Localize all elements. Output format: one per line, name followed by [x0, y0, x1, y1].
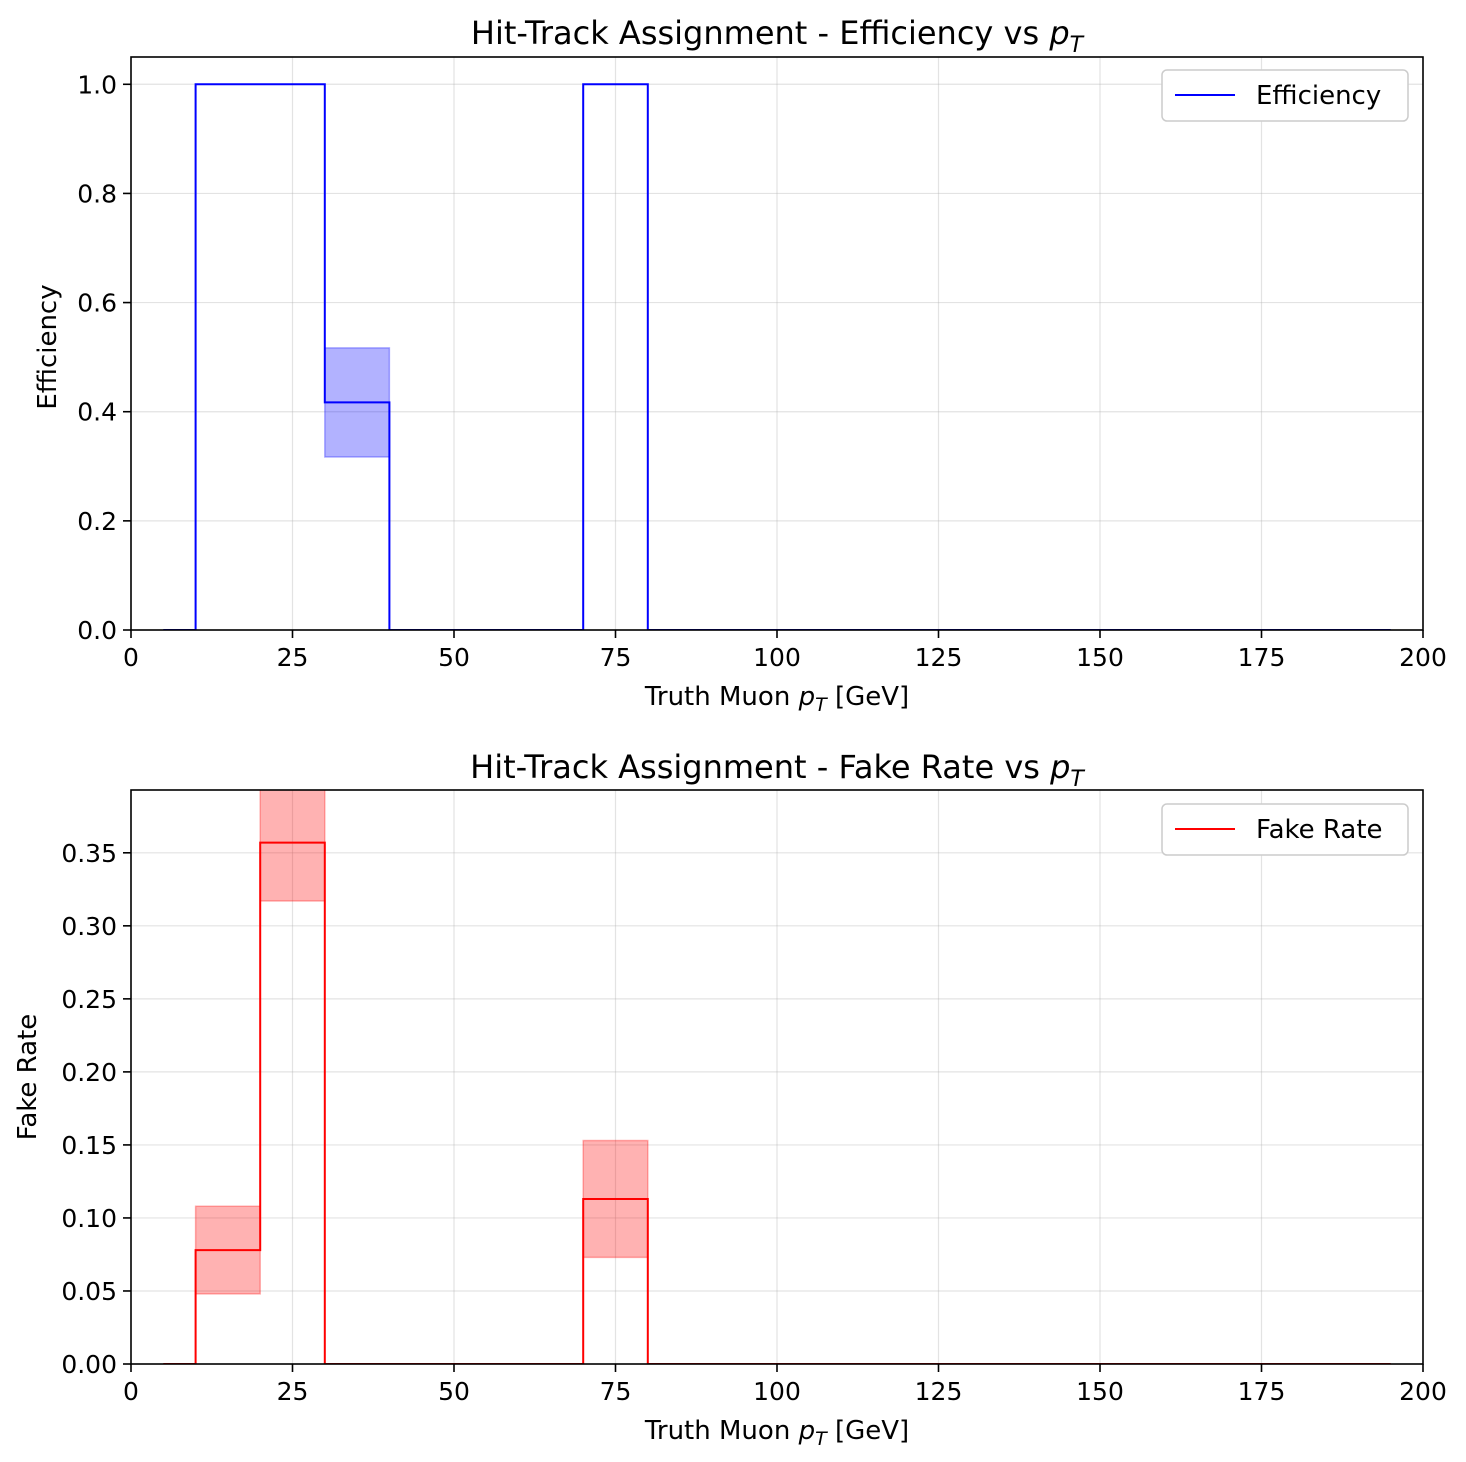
y-tick-label: 0.8 [77, 179, 117, 208]
x-tick-label: 50 [438, 643, 470, 672]
y-tick-label: 0.00 [61, 1350, 117, 1379]
tick-marks: 0 25 50 75 100 125 150 175 200 0.0 0.2 0.4 0.6 0.8 1.0 [77, 70, 1447, 672]
y-tick-label: 0.20 [61, 1058, 117, 1087]
y-tick-label: 0.0 [77, 616, 117, 645]
x-tick-label: 25 [277, 1377, 309, 1406]
tick-marks: 0 25 50 75 100 125 150 175 200 0.00 0.05 0.10 0.15 0.… [61, 839, 1447, 1406]
x-tick-label: 75 [600, 1377, 632, 1406]
y-tick-label: 0.35 [61, 839, 117, 868]
x-tick-label: 125 [915, 1377, 963, 1406]
x-tick-label: 25 [277, 643, 309, 672]
x-tick-label: 175 [1238, 1377, 1286, 1406]
x-tick-label: 75 [600, 643, 632, 672]
legend-label: Fake Rate [1256, 815, 1383, 845]
chart-title: Hit-Track Assignment - Efficiency vs pT [471, 14, 1085, 58]
y-axis-label: Fake Rate [13, 1014, 43, 1141]
series-steps [163, 83, 1391, 630]
series-step-line [163, 841, 1391, 1364]
x-axis-label: Truth Muon pT [GeV] [644, 1416, 909, 1450]
x-tick-label: 200 [1399, 1377, 1447, 1406]
x-tick-label: 125 [915, 643, 963, 672]
legend-box [1161, 69, 1409, 122]
x-tick-label: 150 [1076, 1377, 1124, 1406]
x-tick-label: 0 [123, 643, 139, 672]
x-tick-label: 50 [438, 1377, 470, 1406]
x-tick-label: 100 [753, 643, 801, 672]
x-tick-label: 150 [1076, 643, 1124, 672]
error-band [259, 790, 326, 902]
series-steps [163, 841, 1391, 1364]
y-tick-label: 1.0 [77, 70, 117, 99]
y-tick-label: 0.30 [61, 912, 117, 941]
chart-title: Hit-Track Assignment - Fake Rate vs pT [470, 748, 1085, 792]
fake-rate-chart: Hit-Track Assignment - Fake Rate vs pT 0… [13, 748, 1447, 1450]
x-tick-label: 175 [1238, 643, 1286, 672]
legend-box [1161, 803, 1409, 856]
y-tick-label: 0.15 [61, 1131, 117, 1160]
y-tick-label: 0.6 [77, 289, 117, 318]
legend: Fake Rate [1161, 803, 1409, 856]
y-tick-label: 0.05 [61, 1277, 117, 1306]
legend: Efficiency [1161, 69, 1409, 122]
y-tick-label: 0.25 [61, 985, 117, 1014]
y-tick-label: 0.2 [77, 507, 117, 536]
x-axis-label: Truth Muon pT [GeV] [644, 682, 909, 716]
x-tick-label: 200 [1399, 643, 1447, 672]
series-step-line [163, 83, 1391, 630]
y-tick-label: 0.10 [61, 1204, 117, 1233]
x-tick-label: 100 [753, 1377, 801, 1406]
y-tick-label: 0.4 [77, 398, 117, 427]
efficiency-chart: Hit-Track Assignment - Efficiency vs pT … [33, 14, 1447, 716]
x-tick-label: 0 [123, 1377, 139, 1406]
legend-label: Efficiency [1256, 81, 1381, 111]
y-axis-label: Efficiency [33, 284, 63, 409]
